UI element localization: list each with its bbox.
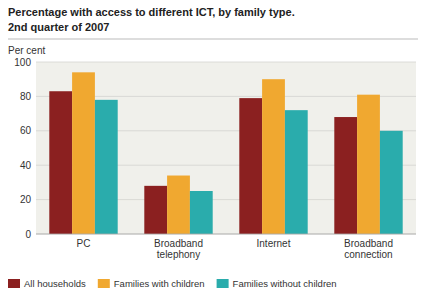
y-axis-label: Per cent — [8, 45, 45, 56]
y-tick-label: 40 — [20, 160, 32, 171]
x-tick-label-line: connection — [344, 249, 392, 260]
plot-background — [36, 62, 416, 234]
legend-swatch — [217, 279, 229, 288]
bar — [144, 186, 167, 234]
bar — [95, 100, 118, 234]
x-tick-label: PC — [77, 238, 91, 249]
bar — [190, 191, 213, 234]
y-tick-label: 60 — [20, 125, 32, 136]
legend-swatch — [98, 279, 110, 288]
y-tick-label: 100 — [14, 57, 31, 68]
x-tick-label: Internet — [257, 238, 291, 249]
legend-label: Families with children — [114, 278, 205, 289]
bar — [262, 79, 285, 234]
grid-line — [36, 62, 416, 63]
bar — [380, 131, 403, 234]
y-tick-label: 20 — [20, 194, 32, 205]
x-tick-label-line: Internet — [257, 238, 291, 249]
x-tick-label: Broadbandconnection — [344, 238, 393, 260]
bar — [334, 117, 357, 234]
bar — [357, 95, 380, 234]
x-tick-label-line: PC — [77, 238, 91, 249]
y-tick-label: 80 — [20, 91, 32, 102]
grid-line — [36, 234, 416, 235]
chart: Percentage with access to different ICT,… — [0, 0, 426, 299]
x-tick-label-line: Broadband — [154, 238, 203, 249]
bar — [167, 176, 190, 234]
bar — [285, 110, 308, 234]
legend-label: All households — [24, 278, 86, 289]
title: Percentage with access to different ICT,… — [8, 6, 295, 18]
x-tick-label-line: Broadband — [344, 238, 393, 249]
x-tick-label-line: telephony — [157, 249, 200, 260]
bars — [49, 72, 402, 234]
bar — [239, 98, 262, 234]
x-tick-label: Broadbandtelephony — [154, 238, 203, 260]
y-tick-label: 0 — [25, 229, 31, 240]
bar — [72, 72, 95, 234]
legend-label: Families without children — [233, 278, 337, 289]
x-axis-line — [36, 234, 416, 235]
subtitle: 2nd quarter of 2007 — [8, 21, 109, 33]
title-rule — [8, 39, 418, 40]
bar — [49, 91, 72, 234]
legend-swatch — [8, 279, 20, 288]
